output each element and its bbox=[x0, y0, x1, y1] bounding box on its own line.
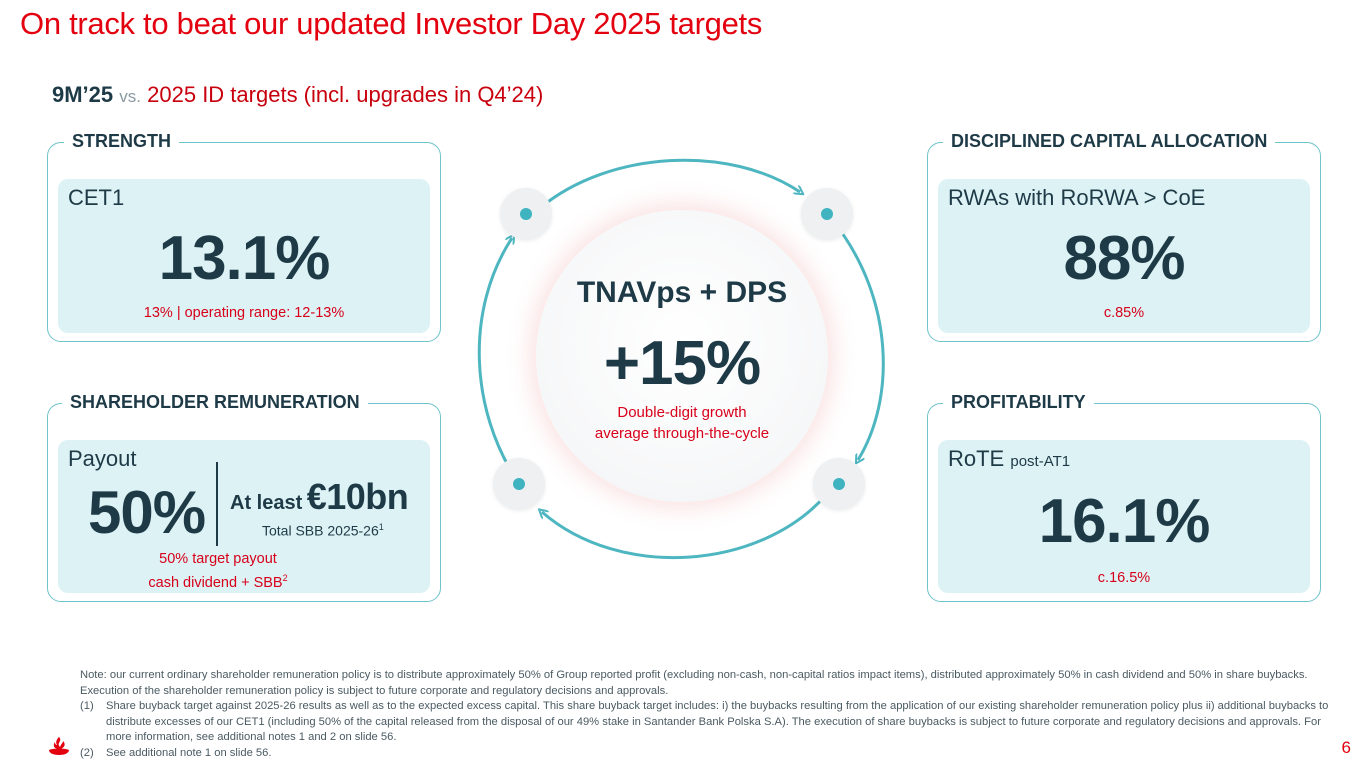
footnotes: Note: our current ordinary shareholder r… bbox=[80, 668, 1342, 761]
rorwa-target: c.85% bbox=[1103, 305, 1145, 321]
rote-suffix: post-AT1 bbox=[1010, 453, 1071, 470]
node-dot bbox=[513, 478, 525, 490]
tnavps-note-line2: average through-the-cycle bbox=[594, 425, 770, 442]
tnavps-circle: TNAVps + DPS +15% Double-digit growth av… bbox=[536, 210, 828, 502]
cycle-node-top-right bbox=[801, 188, 853, 240]
subtitle-period: 9M’25 bbox=[52, 82, 114, 107]
flame-logo-icon bbox=[49, 737, 69, 755]
note-main: Note: our current ordinary shareholder r… bbox=[80, 669, 1308, 697]
at-least-text: At least bbox=[230, 492, 303, 514]
slide-subtitle: 9M’25 vs. 2025 ID targets (incl. upgrade… bbox=[52, 82, 543, 108]
payout-target-line2: cash dividend + SBB2 bbox=[118, 569, 318, 593]
remuneration-panel: Payout 50% At least €10bn Total SBB 2025… bbox=[58, 440, 430, 593]
remuneration-label: SHAREHOLDER REMUNERATION bbox=[62, 392, 368, 413]
cet1-label: CET1 bbox=[68, 185, 125, 210]
tnavps-value: +15% bbox=[603, 329, 761, 398]
payout-divider bbox=[216, 462, 218, 546]
sbb-caption: Total SBB 2025-261 bbox=[262, 522, 384, 539]
capital-label: DISCIPLINED CAPITAL ALLOCATION bbox=[943, 131, 1276, 152]
profitability-card: PROFITABILITY RoTE post-AT1 16.1% c.16.5… bbox=[927, 392, 1321, 602]
node-dot bbox=[833, 478, 845, 490]
rote-value: 16.1% bbox=[1038, 487, 1211, 556]
slide-title: On track to beat our updated Investor Da… bbox=[20, 6, 763, 41]
sbb-amount-line: At least €10bn bbox=[230, 476, 409, 518]
profitability-panel: RoTE post-AT1 16.1% c.16.5% bbox=[938, 440, 1310, 593]
sbb-caption-text: Total SBB 2025-26 bbox=[262, 522, 379, 539]
cet1-value: 13.1% bbox=[158, 224, 331, 293]
rorwa-label: RWAs with RoRWA > CoE bbox=[948, 185, 1206, 210]
capital-card: DISCIPLINED CAPITAL ALLOCATION RWAs with… bbox=[927, 131, 1321, 342]
payout-target-text: 50% target payout cash dividend + SBB2 bbox=[118, 550, 318, 593]
tnavps-title: TNAVps + DPS bbox=[576, 276, 788, 309]
rote-text: RoTE bbox=[948, 446, 1005, 471]
footnote-2: (2) See additional note 1 on slide 56. bbox=[80, 746, 1342, 762]
footnote-1: (1) Share buyback target against 2025-26… bbox=[80, 699, 1342, 746]
strength-panel: CET1 13.1% 13% | operating range: 12-13% bbox=[58, 179, 430, 333]
payout-target-line1: 50% target payout bbox=[159, 551, 277, 567]
strength-card: STRENGTH CET1 13.1% 13% | operating rang… bbox=[47, 131, 441, 342]
remuneration-card: SHAREHOLDER REMUNERATION Payout 50% At l… bbox=[47, 392, 441, 602]
sbb-footnote-ref: 1 bbox=[378, 522, 384, 532]
page-number: 6 bbox=[1341, 738, 1351, 757]
footnote-2-text: See additional note 1 on slide 56. bbox=[106, 746, 272, 759]
arrow-left bbox=[477, 238, 520, 483]
subtitle-targets: 2025 ID targets (incl. upgrades in Q4’24… bbox=[147, 82, 544, 107]
footnote-1-text: Share buyback target against 2025-26 res… bbox=[106, 700, 1329, 743]
strength-label: STRENGTH bbox=[64, 131, 179, 152]
arrow-bottom bbox=[542, 494, 828, 560]
tnavps-note: Double-digit growth average through-the-… bbox=[536, 402, 828, 444]
payout-footnote-ref: 2 bbox=[282, 573, 288, 583]
payout-value: 50% bbox=[88, 479, 206, 546]
payout-target-line2-text: cash dividend + SBB bbox=[148, 574, 283, 591]
footnote-2-number: (2) bbox=[80, 746, 94, 759]
tnavps-note-line1: Double-digit growth bbox=[617, 404, 747, 421]
arrow-top bbox=[539, 158, 800, 210]
profitability-label: PROFITABILITY bbox=[943, 392, 1094, 413]
capital-panel: RWAs with RoRWA > CoE 88% c.85% bbox=[938, 179, 1310, 333]
cycle-node-bottom-left bbox=[493, 458, 545, 510]
sbb-amount: €10bn bbox=[306, 476, 409, 517]
subtitle-vs: vs. bbox=[119, 87, 142, 106]
cycle-node-bottom-right bbox=[813, 458, 865, 510]
node-dot bbox=[520, 208, 532, 220]
rorwa-value: 88% bbox=[1063, 224, 1185, 293]
arrow-right bbox=[832, 221, 885, 460]
node-dot bbox=[821, 208, 833, 220]
cycle-node-top-left bbox=[500, 188, 552, 240]
rote-target: c.16.5% bbox=[1097, 570, 1151, 586]
rote-label: RoTE post-AT1 bbox=[948, 446, 1070, 472]
cet1-target: 13% | operating range: 12-13% bbox=[143, 305, 345, 321]
payout-label: Payout bbox=[68, 446, 137, 471]
footnote-1-number: (1) bbox=[80, 700, 94, 712]
